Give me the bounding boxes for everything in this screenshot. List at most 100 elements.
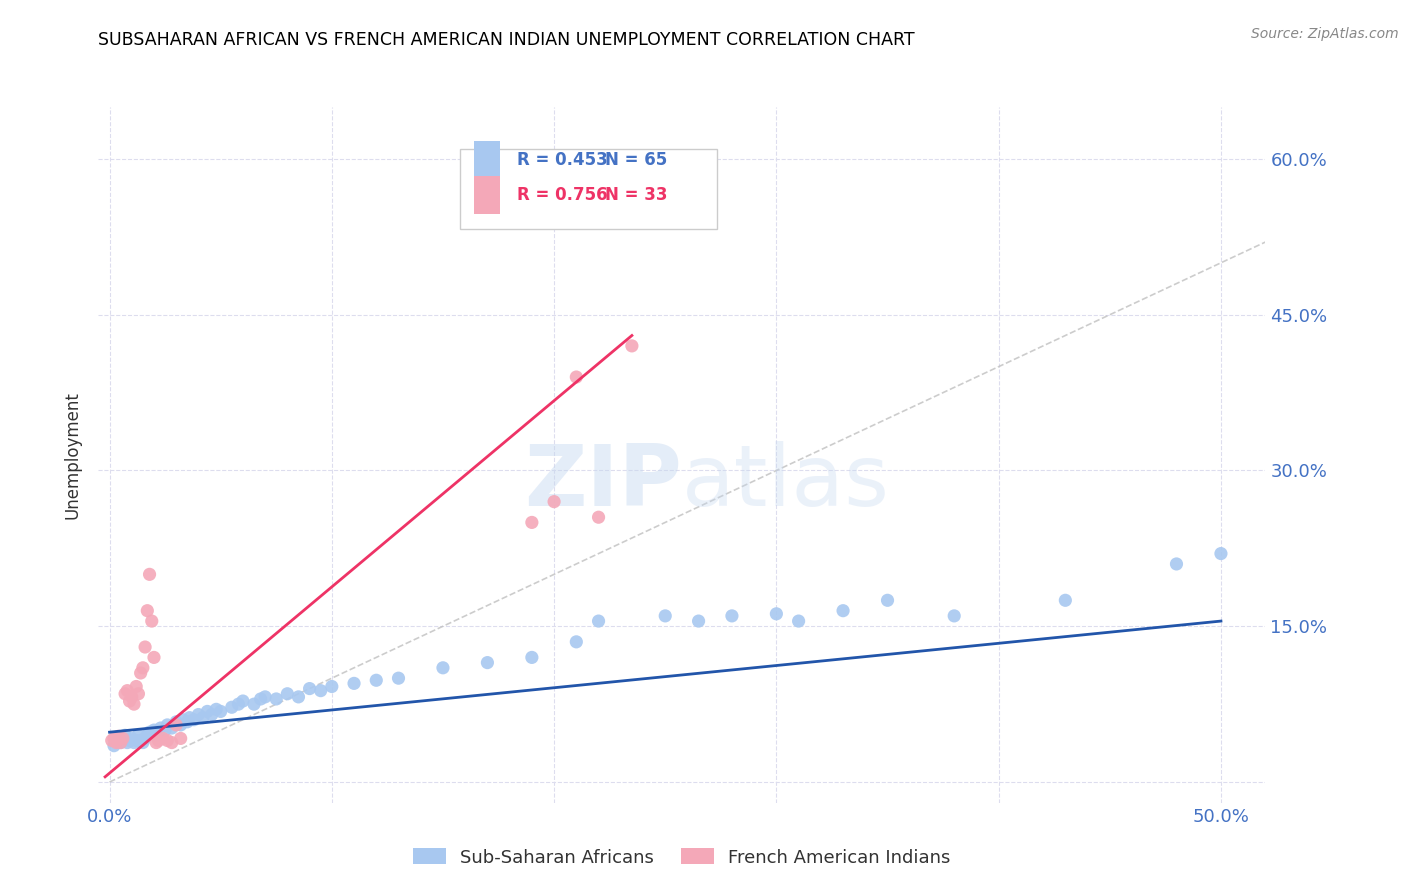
Point xyxy=(1166,557,1188,571)
Bar xyxy=(474,141,501,179)
Point xyxy=(765,607,787,621)
Point xyxy=(620,339,643,353)
Point xyxy=(160,735,183,749)
Point xyxy=(543,494,565,508)
Point xyxy=(156,718,179,732)
Point xyxy=(183,713,205,727)
Point xyxy=(366,673,388,688)
Point xyxy=(122,735,145,749)
Point xyxy=(201,707,224,722)
Point xyxy=(520,650,543,665)
Point xyxy=(477,656,499,670)
Point xyxy=(287,690,309,704)
Point xyxy=(432,661,454,675)
Text: atlas: atlas xyxy=(682,442,890,524)
Point xyxy=(165,714,187,729)
Point xyxy=(298,681,321,696)
Point xyxy=(125,733,148,747)
Point xyxy=(118,694,141,708)
FancyBboxPatch shape xyxy=(460,149,717,229)
Point xyxy=(125,680,148,694)
Point xyxy=(169,718,191,732)
Point xyxy=(145,735,167,749)
Point xyxy=(387,671,409,685)
Point xyxy=(107,729,129,743)
Point xyxy=(721,608,744,623)
Bar xyxy=(474,176,501,214)
Point xyxy=(134,640,156,654)
Text: Source: ZipAtlas.com: Source: ZipAtlas.com xyxy=(1251,27,1399,41)
Point xyxy=(221,700,243,714)
Text: N = 65: N = 65 xyxy=(605,151,666,169)
Point xyxy=(114,728,136,742)
Point xyxy=(588,510,610,524)
Point xyxy=(943,608,966,623)
Point xyxy=(105,735,128,749)
Point xyxy=(321,680,343,694)
Point xyxy=(688,614,710,628)
Point xyxy=(141,614,163,628)
Text: N = 33: N = 33 xyxy=(605,186,668,204)
Point xyxy=(152,731,174,746)
Point xyxy=(160,721,183,735)
Point xyxy=(191,711,214,725)
Legend: Sub-Saharan Africans, French American Indians: Sub-Saharan Africans, French American In… xyxy=(406,841,957,874)
Point xyxy=(165,718,187,732)
Point xyxy=(103,739,125,753)
Point xyxy=(129,665,152,680)
Point xyxy=(138,725,160,739)
Point xyxy=(876,593,898,607)
Point xyxy=(149,721,172,735)
Point xyxy=(117,735,139,749)
Point xyxy=(787,614,810,628)
Point xyxy=(565,635,588,649)
Point xyxy=(172,713,194,727)
Point xyxy=(654,608,676,623)
Point xyxy=(100,733,122,747)
Point xyxy=(243,697,266,711)
Point xyxy=(118,733,141,747)
Point xyxy=(599,194,621,208)
Point xyxy=(136,728,159,742)
Point xyxy=(520,516,543,530)
Point xyxy=(148,733,170,747)
Point xyxy=(1209,547,1232,561)
Point xyxy=(145,728,167,742)
Point xyxy=(254,690,277,704)
Point xyxy=(121,731,143,746)
Point xyxy=(276,687,298,701)
Point xyxy=(343,676,366,690)
Point xyxy=(179,711,201,725)
Point xyxy=(114,687,136,701)
Point xyxy=(127,728,149,742)
Point xyxy=(134,731,156,746)
Point xyxy=(132,661,155,675)
Text: R = 0.453: R = 0.453 xyxy=(517,151,609,169)
Point xyxy=(138,567,160,582)
Point xyxy=(143,650,166,665)
Point xyxy=(136,604,159,618)
Point xyxy=(117,683,139,698)
Point xyxy=(103,731,125,746)
Point xyxy=(176,714,198,729)
Point xyxy=(264,692,287,706)
Point xyxy=(110,735,132,749)
Point xyxy=(169,731,191,746)
Point xyxy=(132,735,155,749)
Point xyxy=(187,707,209,722)
Point xyxy=(129,733,152,747)
Point xyxy=(228,697,250,711)
Point xyxy=(121,690,143,704)
Point xyxy=(127,687,149,701)
Point xyxy=(110,735,132,749)
Point xyxy=(111,731,134,746)
Point xyxy=(153,723,176,738)
Point xyxy=(205,702,228,716)
Point xyxy=(122,697,145,711)
Point xyxy=(565,370,588,384)
Point xyxy=(232,694,254,708)
Point xyxy=(148,725,170,739)
Point xyxy=(156,733,179,747)
Point xyxy=(309,683,332,698)
Point xyxy=(111,731,134,746)
